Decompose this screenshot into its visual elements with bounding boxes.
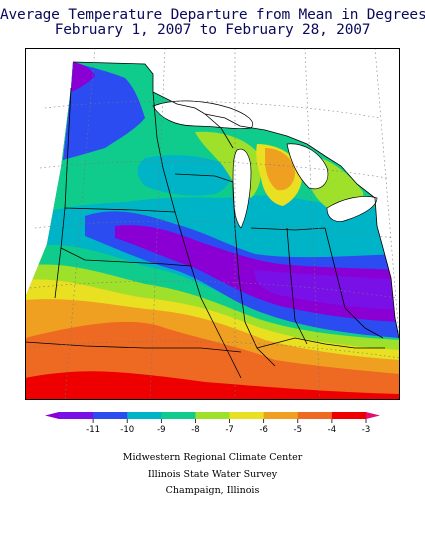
legend-tick-label: -3 (362, 425, 370, 435)
legend-tick-label: -9 (157, 425, 165, 435)
minnesota-iowa-line (64, 207, 176, 213)
wisconsin-michigan-line (204, 113, 234, 149)
great-lakes (152, 100, 378, 229)
legend-tick-label: -10 (120, 425, 134, 435)
legend-color-segment (331, 412, 367, 419)
grid-line-lon (149, 48, 166, 400)
band-michigan-minus-5 (265, 148, 295, 191)
legend-color-segment (59, 412, 94, 419)
legend-color-segment (127, 412, 162, 419)
legend-tick-label: -5 (294, 425, 302, 435)
legend-color-segment (161, 412, 196, 419)
mississippi-river (152, 91, 242, 379)
credit-line3: Champaign, Illinois (165, 485, 260, 496)
credit-line2: Illinois State Water Survey (147, 469, 278, 480)
grid-line-lat (39, 160, 388, 179)
grid-line-lat (29, 280, 398, 299)
grid-line-lon (304, 48, 321, 400)
missouri-arkansas-line (25, 341, 242, 353)
band-northwest-minus-10 (63, 62, 145, 160)
legend-tick-label: -6 (259, 425, 267, 435)
grid-line-lon (374, 48, 400, 349)
indiana-ohio-line (286, 227, 308, 345)
grid-line-lat (34, 220, 394, 239)
legend-arrow-low (45, 412, 59, 419)
outer-border (72, 61, 400, 339)
lake-michigan (232, 148, 252, 229)
band-northwest-minus-11 (71, 62, 95, 92)
legend-tick-label: -8 (191, 425, 199, 435)
legend-color-segment (195, 412, 231, 419)
wisconsin-illinois-line (174, 173, 234, 183)
legend-tick-label: -4 (328, 425, 336, 435)
iowa-missouri-line (60, 247, 192, 267)
grid-line-lon (64, 48, 96, 400)
legend-tick-label: -7 (225, 425, 233, 435)
lake-erie (326, 196, 378, 222)
band-wisconsin-minus-9 (137, 155, 231, 196)
color-legend: -11 -10 -9 -8 -7 -6 -5 -4 -3 (45, 412, 380, 435)
ohio-river (256, 337, 385, 349)
ohio-east-line (324, 227, 384, 339)
illinois-indiana-line (232, 181, 276, 367)
legend-color-segment (263, 412, 299, 419)
grid-line-lat (44, 100, 381, 119)
map-title-line1: Average Temperature Departure from Mean … (0, 7, 425, 23)
minnesota-dakota-line (54, 87, 72, 299)
map-frame (25, 48, 400, 400)
indiana-michigan-line (250, 227, 326, 231)
legend-color-segment (229, 412, 265, 419)
legend-color-segment (297, 412, 333, 419)
grid-line-lat (25, 340, 400, 359)
credit-line1: Midwestern Regional Climate Center (122, 452, 303, 463)
state-boundaries (25, 61, 400, 379)
lat-lon-grid (25, 48, 400, 400)
temperature-departure-map (25, 48, 400, 400)
legend-tick-label: -11 (86, 425, 100, 435)
lake-huron (286, 143, 329, 190)
map-title-line2: February 1, 2007 to February 28, 2007 (54, 22, 371, 38)
band-south-minus-3 (25, 371, 400, 400)
legend-arrow-high (366, 412, 380, 419)
legend-color-segment (93, 412, 128, 419)
